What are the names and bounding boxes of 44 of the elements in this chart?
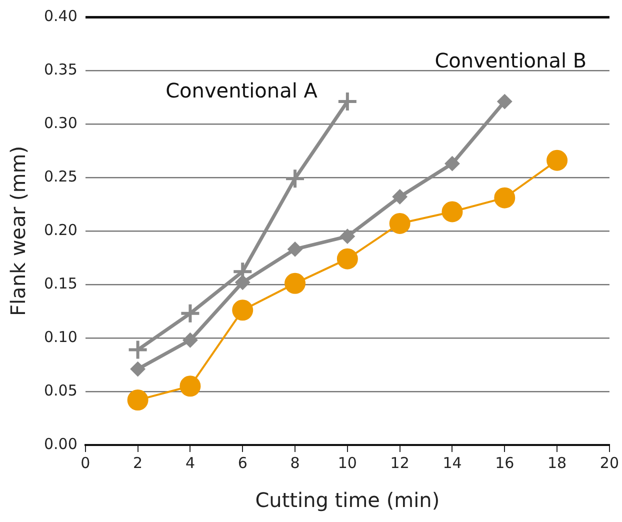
series-label: Conventional B: [434, 48, 587, 73]
y-tick-label: 0.35: [44, 60, 78, 78]
point: [497, 94, 512, 110]
x-axis-title: Cutting time (min): [255, 488, 440, 512]
point: [130, 362, 146, 377]
point: [288, 242, 303, 257]
point: [444, 156, 460, 172]
y-tick-label: 0.10: [44, 328, 78, 346]
y-tick-label: 0.20: [44, 220, 78, 239]
x-tick-label: 20: [600, 454, 620, 472]
x-tick-label: 0: [80, 454, 90, 472]
point: [392, 189, 408, 204]
x-tick-label: 10: [338, 454, 357, 472]
x-tick-label: 8: [290, 454, 300, 472]
point: [180, 376, 201, 397]
point: [442, 201, 463, 222]
point: [546, 150, 568, 171]
point: [182, 332, 198, 348]
point: [284, 168, 306, 190]
x-tick-label: 16: [495, 454, 514, 472]
series-label: Conventional A: [166, 78, 318, 103]
y-tick-label: 0.05: [44, 381, 78, 400]
point: [284, 272, 306, 294]
y-tick-label: 0.40: [44, 6, 78, 25]
y-axis-title: Flank wear (mm): [6, 146, 30, 316]
x-tick-label: 4: [185, 454, 195, 472]
x-tick-label: 2: [133, 454, 143, 472]
point: [340, 228, 355, 244]
point: [232, 300, 254, 321]
point: [127, 339, 148, 360]
y-tick-label: 0.30: [44, 114, 78, 132]
x-tick-label: 12: [390, 454, 410, 472]
point: [180, 302, 201, 324]
point: [336, 248, 358, 270]
point: [127, 390, 148, 411]
x-tick-label: 6: [238, 454, 248, 472]
point: [336, 91, 358, 112]
point: [494, 187, 516, 208]
y-tick-label: 0.00: [44, 434, 78, 453]
x-tick-label: 14: [442, 454, 462, 472]
y-tick-label: 0.15: [44, 274, 78, 292]
y-tick-label: 0.25: [44, 167, 78, 186]
point: [389, 213, 410, 234]
x-tick-label: 18: [548, 454, 567, 472]
